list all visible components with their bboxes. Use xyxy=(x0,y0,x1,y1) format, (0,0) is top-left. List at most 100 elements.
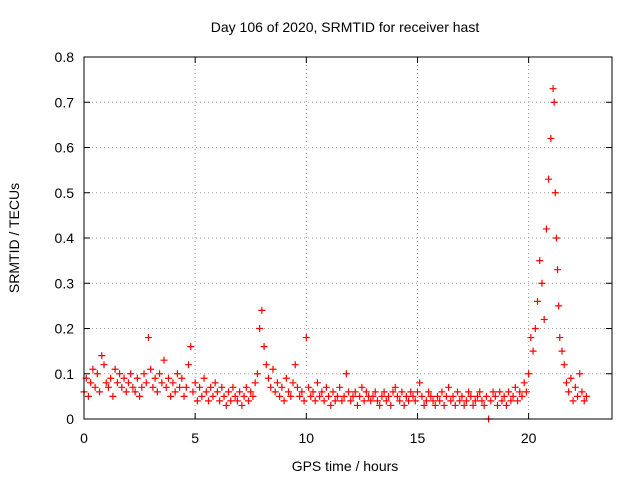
data-point xyxy=(489,388,497,396)
data-point xyxy=(278,383,286,391)
data-point xyxy=(300,397,308,405)
data-point xyxy=(511,383,519,391)
data-point xyxy=(276,392,284,400)
data-point xyxy=(545,175,553,183)
data-point xyxy=(471,397,479,405)
data-point xyxy=(231,392,239,400)
data-point xyxy=(216,397,224,405)
data-point xyxy=(280,397,288,405)
data-point xyxy=(349,392,357,400)
data-point xyxy=(514,397,522,405)
x-tick-label: 5 xyxy=(191,430,199,446)
data-point xyxy=(378,392,386,400)
data-point xyxy=(373,397,381,405)
data-point xyxy=(478,397,486,405)
data-point xyxy=(160,356,168,364)
data-point xyxy=(193,397,201,405)
data-point xyxy=(551,189,559,197)
data-point xyxy=(342,370,350,378)
data-point xyxy=(549,85,557,93)
data-point xyxy=(184,361,192,369)
data-point xyxy=(562,379,570,387)
data-point xyxy=(131,388,139,396)
data-point xyxy=(98,352,106,360)
data-point xyxy=(480,401,488,409)
data-point xyxy=(418,392,426,400)
y-tick-label: 0.1 xyxy=(55,366,75,382)
data-point xyxy=(376,401,384,409)
data-point xyxy=(318,388,326,396)
data-point xyxy=(151,374,159,382)
data-point xyxy=(167,392,175,400)
data-point xyxy=(382,397,390,405)
data-point xyxy=(460,401,468,409)
data-point xyxy=(282,374,290,382)
data-point xyxy=(84,392,92,400)
data-point xyxy=(385,392,393,400)
data-point xyxy=(240,392,248,400)
data-point xyxy=(369,392,377,400)
data-point xyxy=(411,397,419,405)
data-point xyxy=(113,379,121,387)
y-tick-label: 0.6 xyxy=(55,140,75,156)
data-point xyxy=(118,383,126,391)
data-point xyxy=(520,379,528,387)
data-point xyxy=(120,374,128,382)
y-tick-label: 0.7 xyxy=(55,94,75,110)
data-point xyxy=(327,401,335,409)
data-point xyxy=(538,279,546,287)
data-point xyxy=(236,388,244,396)
data-point xyxy=(233,397,241,405)
data-point xyxy=(580,397,588,405)
data-point xyxy=(140,370,148,378)
data-point xyxy=(313,379,321,387)
data-point xyxy=(340,392,348,400)
data-point xyxy=(104,383,112,391)
data-point xyxy=(271,388,279,396)
data-point xyxy=(431,401,439,409)
data-point xyxy=(496,388,504,396)
data-point xyxy=(565,388,573,396)
data-point xyxy=(582,392,590,400)
data-point xyxy=(440,401,448,409)
data-point xyxy=(171,388,179,396)
data-point xyxy=(427,392,435,400)
data-point xyxy=(260,343,268,351)
data-point xyxy=(296,392,304,400)
data-point xyxy=(182,383,190,391)
data-point xyxy=(502,401,510,409)
y-tick-label: 0 xyxy=(66,411,74,427)
data-point xyxy=(316,392,324,400)
x-tick-label: 20 xyxy=(521,430,537,446)
data-point xyxy=(358,383,366,391)
data-point xyxy=(527,334,535,342)
data-point xyxy=(311,397,319,405)
data-point xyxy=(347,397,355,405)
data-point xyxy=(331,397,339,405)
data-point xyxy=(144,334,152,342)
data-point xyxy=(100,361,108,369)
data-point xyxy=(380,388,388,396)
data-point xyxy=(554,266,562,274)
data-point xyxy=(207,383,215,391)
data-point xyxy=(371,388,379,396)
x-tick-label: 15 xyxy=(410,430,426,446)
data-point xyxy=(187,343,195,351)
data-point xyxy=(338,397,346,405)
data-point xyxy=(571,383,579,391)
y-tick-label: 0.2 xyxy=(55,321,75,337)
data-point xyxy=(433,392,441,400)
data-point xyxy=(420,401,428,409)
data-point xyxy=(189,388,197,396)
data-point xyxy=(109,392,117,400)
data-point xyxy=(162,383,170,391)
data-point xyxy=(325,392,333,400)
data-point xyxy=(204,397,212,405)
data-point xyxy=(87,379,95,387)
data-point xyxy=(251,379,259,387)
data-point xyxy=(536,257,544,265)
data-point xyxy=(329,388,337,396)
data-point xyxy=(291,361,299,369)
data-point xyxy=(191,379,199,387)
data-point xyxy=(473,392,481,400)
